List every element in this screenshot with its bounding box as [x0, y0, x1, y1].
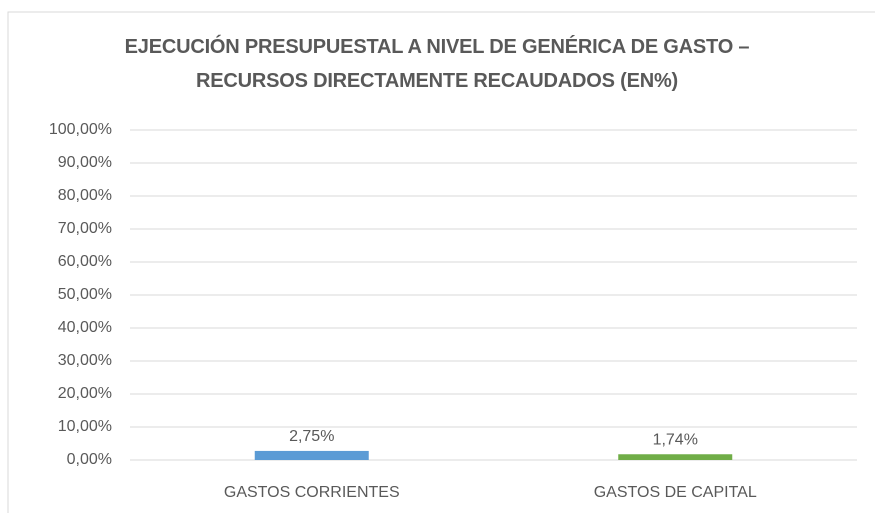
y-tick-label: 40,00%: [58, 319, 112, 336]
y-tick-label: 100,00%: [49, 121, 112, 138]
y-tick-label: 30,00%: [58, 352, 112, 369]
chart-title: EJECUCIÓN PRESUPUESTAL A NIVEL DE GENÉRI…: [124, 36, 750, 92]
bar: [254, 450, 369, 460]
x-tick-label: GASTOS DE CAPITAL: [594, 484, 757, 501]
bar: [618, 454, 733, 460]
x-tick-label: GASTOS CORRIENTES: [224, 484, 400, 501]
y-tick-label: 60,00%: [58, 253, 112, 270]
value-label: 1,74%: [653, 431, 698, 448]
y-tick-label: 0,00%: [67, 451, 112, 468]
y-tick-label: 20,00%: [58, 385, 112, 402]
y-tick-label: 80,00%: [58, 187, 112, 204]
y-tick-label: 10,00%: [58, 418, 112, 435]
y-tick-label: 90,00%: [58, 154, 112, 171]
y-tick-label: 70,00%: [58, 220, 112, 237]
y-tick-label: 50,00%: [58, 286, 112, 303]
value-label: 2,75%: [289, 428, 334, 445]
chart-border: [7, 11, 875, 513]
